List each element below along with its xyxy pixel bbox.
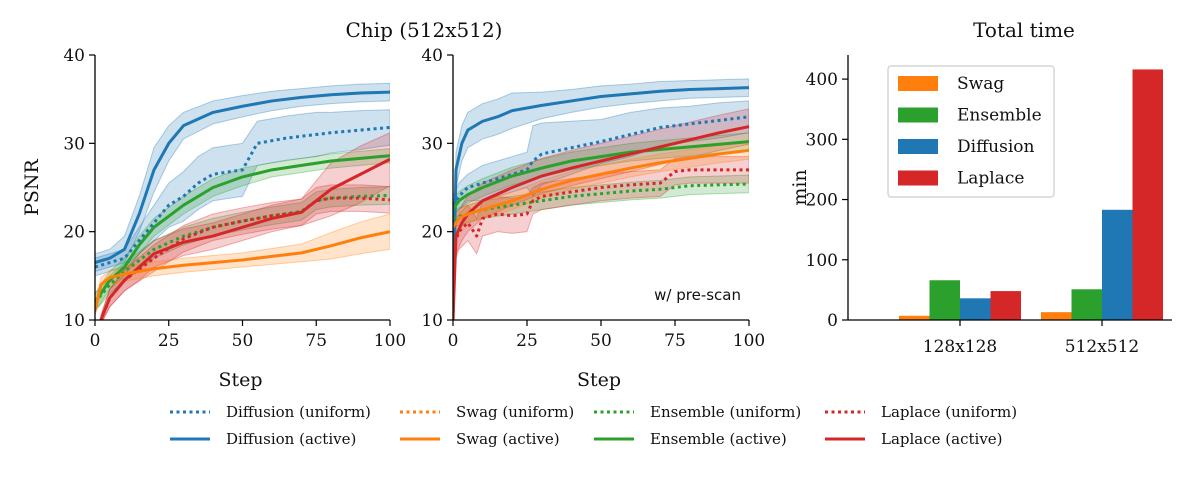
band-diffusion-solid [95,82,390,272]
y-tick-label: 300 [806,130,838,150]
legend-label-ensemble-active: Ensemble (active) [650,430,787,448]
line-swag-solid [453,148,749,229]
line-diffusion-dotted [453,115,749,207]
band-laplace-dotted [453,156,749,268]
legend-label-diffusion-uniform: Diffusion (uniform) [226,403,371,421]
y-axis-label: PSNR [21,158,43,215]
x-tick-label: 25 [516,331,538,351]
y-tick-label: 20 [421,223,443,243]
x-tick-label: 512x512 [1065,337,1139,357]
legend-frame [887,65,1055,198]
chart-title: Total time [973,18,1075,42]
y-tick-label: 400 [806,70,838,90]
y-tick-label: 30 [63,134,85,154]
x-tick-label: 100 [374,331,406,351]
y-tick-label: 30 [421,134,443,154]
bar-laplace-128x128 [990,291,1021,320]
band-ensemble-dotted [453,174,749,228]
y-tick-label: 10 [63,311,85,331]
legend-label-diffusion-active: Diffusion (active) [226,430,356,448]
x-tick-label: 100 [733,331,765,351]
y-tick-label: 10 [421,311,443,331]
legend-swatch-laplace [898,170,938,186]
x-tick-label: 128x128 [923,337,997,357]
chart-title: Chip (512x512) [346,18,503,42]
band-ensemble-solid [453,132,749,220]
bar-diffusion-512x512 [1102,209,1133,320]
y-tick-label: 40 [421,46,443,66]
legend-swatch-swag [898,76,938,91]
legend-label-swag-uniform: Swag (uniform) [456,403,574,421]
legend-label-ensemble-uniform: Ensemble (uniform) [650,403,801,421]
y-tick-label: 200 [806,191,838,211]
x-tick-label: 50 [232,331,254,351]
psnr-plot-prescan: 0 25 50 75 100 10 20 30 40 Step w/ pre-scan [421,46,765,391]
line-laplace-solid [453,125,749,320]
legend-label-diffusion: Diffusion [957,137,1034,157]
line-ensemble-solid [453,140,749,211]
y-axis-label: min [789,169,811,205]
y-tick-label: 40 [63,46,85,66]
x-tick-label: 0 [448,331,459,351]
legend-label-swag: Swag [957,74,1004,94]
bar-laplace-512x512 [1132,69,1163,320]
x-tick-label: 25 [158,331,180,351]
band-diffusion-dotted [95,109,390,277]
band-laplace-solid [453,108,749,320]
x-tick-label: 0 [90,331,101,351]
line-diffusion-solid [453,86,749,320]
legend-label-swag-active: Swag (active) [456,430,560,448]
plot-area [95,82,390,320]
band-diffusion-solid [453,78,749,320]
plot-area [453,78,749,320]
bar-diffusion-128x128 [960,298,991,320]
line-laplace-dotted [99,196,390,320]
x-axis-label: Step [218,369,262,391]
line-swag-solid [95,230,390,312]
y-tick-label: 20 [63,223,85,243]
legend-label-ensemble: Ensemble [957,106,1042,126]
x-tick-label: 75 [664,331,686,351]
x-tick-label: 75 [305,331,327,351]
line-ensemble-dotted [453,182,749,220]
legend-swatch-ensemble [898,107,938,123]
bar-legend: Swag Ensemble Diffusion Laplace [887,65,1055,198]
bar-swag-128x128 [899,315,930,320]
line-ensemble-solid [95,154,390,304]
x-axis-label: Step [577,369,621,391]
method-legend: Diffusion (uniform) Swag (uniform) Ensembl… [170,403,1017,448]
bar-ensemble-512x512 [1071,289,1102,320]
legend-label-laplace-active: Laplace (active) [881,430,1003,448]
line-laplace-dotted [453,168,749,250]
annotation: w/ pre-scan [654,286,741,304]
legend-label-laplace-uniform: Laplace (uniform) [881,403,1017,421]
bar-ensemble-128x128 [929,280,960,320]
x-tick-label: 50 [590,331,612,351]
legend-label-laplace: Laplace [957,169,1024,189]
band-swag-solid [453,141,749,237]
y-tick-label: 100 [806,251,838,271]
legend-swatch-diffusion [898,139,938,154]
total-time-bar-chart: 128x128 512x512 0 100 200 300 400 min Total time… [789,18,1172,357]
line-diffusion-solid [95,90,390,265]
band-swag-solid [95,213,390,316]
bar-swag-512x512 [1041,312,1072,320]
y-tick-label: 0 [827,311,838,331]
